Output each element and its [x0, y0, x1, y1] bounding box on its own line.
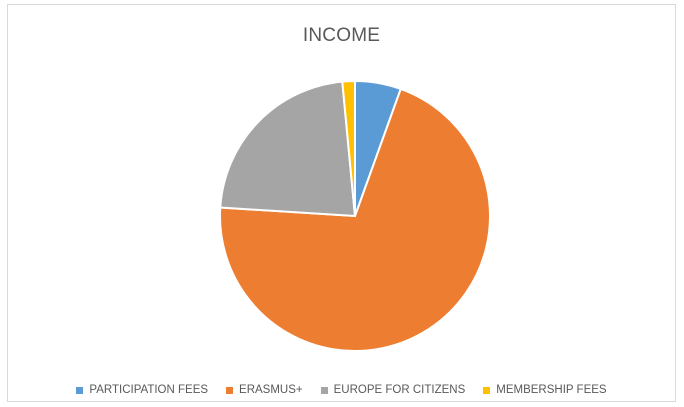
legend-swatch — [320, 386, 328, 394]
legend-item: ERASMUS+ — [226, 384, 303, 396]
chart-frame: INCOME PARTICIPATION FEES ERASMUS+ EUROPE … — [7, 4, 676, 402]
chart-legend: PARTICIPATION FEES ERASMUS+ EUROPE FOR CIT… — [8, 384, 675, 396]
legend-swatch — [76, 386, 84, 394]
pie-slice-membership-fees — [341, 79, 356, 217]
legend-label: ERASMUS+ — [239, 384, 303, 396]
pie-slice-erasmus — [219, 87, 491, 352]
chart-title: INCOME — [302, 25, 381, 46]
legend-item: PARTICIPATION FEES — [76, 384, 208, 396]
pie-slice-europe-for-citizens — [219, 80, 357, 218]
legend-item: EUROPE FOR CITIZENS — [320, 384, 466, 396]
pie-chart — [219, 79, 491, 352]
legend-label: MEMBERSHIP FEES — [496, 384, 607, 396]
legend-item: MEMBERSHIP FEES — [483, 384, 607, 396]
legend-label: PARTICIPATION FEES — [89, 384, 209, 396]
legend-swatch — [483, 386, 491, 394]
legend-swatch — [226, 386, 234, 394]
legend-label: EUROPE FOR CITIZENS — [333, 384, 466, 396]
